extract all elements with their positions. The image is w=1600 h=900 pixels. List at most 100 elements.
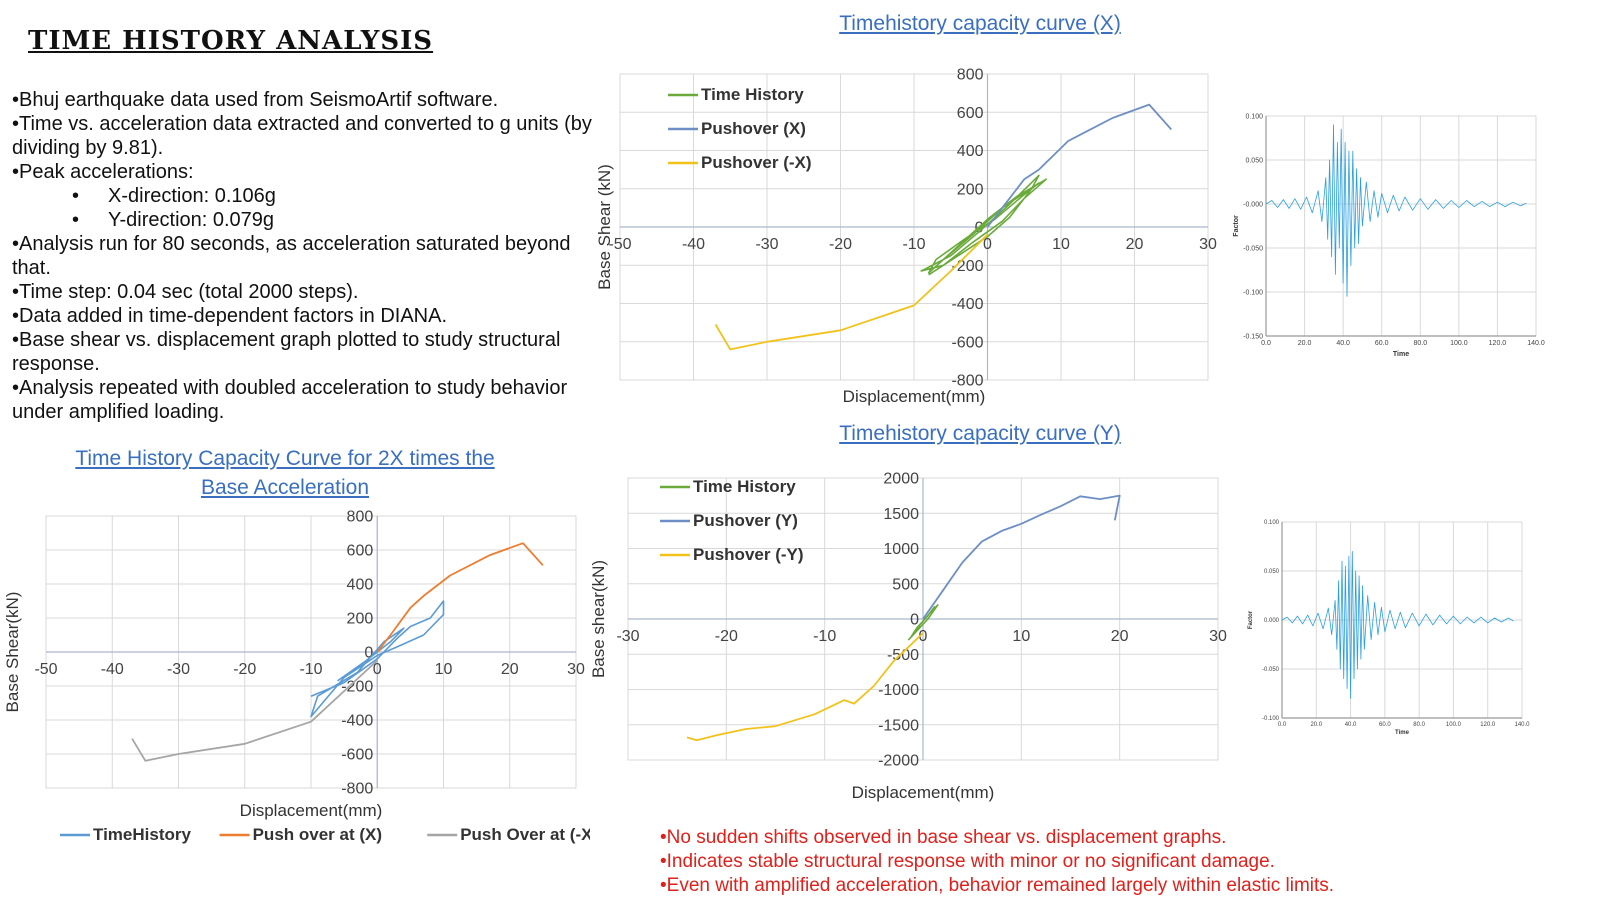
bullet-item: •Base shear vs. displacement graph plott…	[12, 329, 561, 375]
x-tick-label: -20	[715, 628, 738, 645]
legend-label: Time History	[701, 85, 804, 104]
bullet-marker: •	[72, 209, 80, 231]
y-tick-label: -800	[951, 373, 983, 390]
x-tick-label: -10	[299, 661, 322, 678]
chart-x-title: Timehistory capacity curve (X)	[839, 12, 1121, 35]
y-tick-label: 1500	[883, 506, 919, 523]
bullet-item: •Time vs. acceleration data extracted an…	[12, 113, 592, 159]
y-tick-label: 400	[957, 143, 984, 160]
y-tick-label: -0.100	[1243, 289, 1263, 296]
legend-label: Pushover (Y)	[693, 511, 798, 530]
x-axis-label: Time	[1393, 351, 1409, 358]
y-tick-label: 0.050	[1245, 157, 1263, 164]
y-axis-label: Factor	[1248, 610, 1254, 629]
conclusion-notes: •No sudden shifts observed in base shear…	[660, 826, 1334, 898]
x-tick-label: -20	[233, 661, 256, 678]
series-line	[986, 103, 1172, 228]
x-tick-label: 60.0	[1375, 340, 1389, 347]
x-tick-label: 40.0	[1345, 722, 1357, 728]
x-tick-label: 10	[1052, 236, 1070, 253]
series-line	[310, 600, 445, 718]
x-tick-label: 140.0	[1527, 340, 1545, 347]
y-tick-label: -0.150	[1243, 333, 1263, 340]
y-tick-label: 0.100	[1264, 520, 1280, 526]
y-tick-label: 0	[910, 612, 919, 629]
x-tick-label: 0.0	[1261, 340, 1271, 347]
x-tick-label: -50	[608, 236, 631, 253]
legend-label: Pushover (X)	[701, 119, 806, 138]
x-tick-label: 0	[983, 236, 992, 253]
legend-label: Push over at (X)	[253, 825, 382, 844]
bullet-item: •Bhuj earthquake data used from SeismoAr…	[12, 89, 499, 111]
x-axis-label: Time	[1395, 730, 1410, 736]
x-tick-label: -30	[755, 236, 778, 253]
bullet-item: •Analysis run for 80 seconds, as acceler…	[12, 233, 571, 279]
x-tick-label: 0	[919, 628, 928, 645]
x-axis-label: Displacement(mm)	[852, 783, 995, 802]
x-tick-label: 10	[1012, 628, 1030, 645]
y-tick-label: 0.050	[1264, 569, 1280, 575]
x-tick-label: 60.0	[1379, 722, 1391, 728]
y-tick-label: -200	[341, 679, 373, 696]
slide-title: TIME HISTORY ANALYSIS	[28, 26, 434, 56]
legend-label: Push Over at (-X)	[460, 825, 590, 844]
x-tick-label: 100.0	[1446, 722, 1462, 728]
y-axis-label: Base Shear(kN)	[3, 592, 22, 713]
plot-area	[1265, 115, 1537, 337]
y-tick-label: -500	[887, 647, 919, 664]
x-tick-label: 0.0	[1278, 722, 1287, 728]
legend-label: TimeHistory	[93, 825, 191, 844]
bullet-item: •Analysis repeated with doubled accelera…	[12, 377, 568, 423]
y-tick-label: 0.100	[1245, 113, 1263, 120]
series-line	[920, 174, 1048, 276]
bullet-list: •Bhuj earthquake data used from SeismoAr…	[12, 88, 602, 424]
bullet-item: •Time step: 0.04 sec (total 2000 steps).	[12, 281, 359, 303]
y-tick-label: 500	[892, 576, 919, 593]
series-line	[907, 604, 939, 641]
series-line	[376, 542, 544, 653]
bullet-item: •Peak accelerations:	[12, 161, 194, 183]
x-tick-label: -40	[682, 236, 705, 253]
y-tick-label: 0	[364, 645, 373, 662]
note-item: •Even with amplified acceleration, behav…	[660, 875, 1335, 896]
y-tick-label: 200	[957, 181, 984, 198]
y-tick-label: 800	[347, 509, 374, 526]
series-line	[1265, 124, 1527, 297]
y-tick-label: -0.050	[1262, 667, 1280, 673]
series-line	[714, 234, 989, 351]
capacity-curve-y-chart: -30 -20 -10 0 10 20 30-2000-1500-1000-50005001…	[590, 471, 1227, 802]
y-axis-label: Base shear(kN)	[590, 560, 608, 678]
x-tick-label: 0	[373, 661, 382, 678]
x-tick-label: -10	[813, 628, 836, 645]
x-tick-label: 30	[567, 661, 585, 678]
x-tick-label: 80.0	[1413, 722, 1425, 728]
x-tick-label: 10	[435, 661, 453, 678]
x-tick-label: -30	[167, 661, 190, 678]
x-tick-label: -50	[34, 661, 57, 678]
y-tick-label: 600	[957, 105, 984, 122]
x-tick-label: -30	[616, 628, 639, 645]
x-tick-label: -10	[902, 236, 925, 253]
y-tick-label: 800	[957, 67, 984, 84]
x-tick-label: 30	[1209, 628, 1227, 645]
y-tick-label: -1000	[878, 682, 919, 699]
legend-label: Pushover (-Y)	[693, 545, 804, 564]
legend-label: Time History	[693, 477, 796, 496]
y-tick-label: 2000	[883, 471, 919, 488]
series-line	[131, 659, 378, 762]
note-item: •No sudden shifts observed in base shear…	[660, 827, 1227, 848]
x-tick-label: -40	[101, 661, 124, 678]
acceleration-y-chart: 0.0 20.0 40.0 60.0 80.0 100.0 120.0 140.0 -0.100…	[1248, 520, 1530, 736]
x-tick-label: 120.0	[1489, 340, 1507, 347]
y-axis-label: Factor	[1233, 215, 1240, 237]
capacity-curve-2x-chart: -50 -40 -30 -20 -10 0 10 20 30-800-600-400-20002…	[3, 509, 590, 844]
legend-label: Pushover (-X)	[701, 153, 812, 172]
bullet-marker: •	[72, 185, 80, 207]
x-tick-label: 20.0	[1298, 340, 1312, 347]
x-axis-label: Displacement(mm)	[240, 801, 383, 820]
y-tick-label: -600	[951, 334, 983, 351]
x-tick-label: 20	[1126, 236, 1144, 253]
x-tick-label: 120.0	[1480, 722, 1496, 728]
series-line	[922, 494, 1121, 620]
x-tick-label: -20	[829, 236, 852, 253]
